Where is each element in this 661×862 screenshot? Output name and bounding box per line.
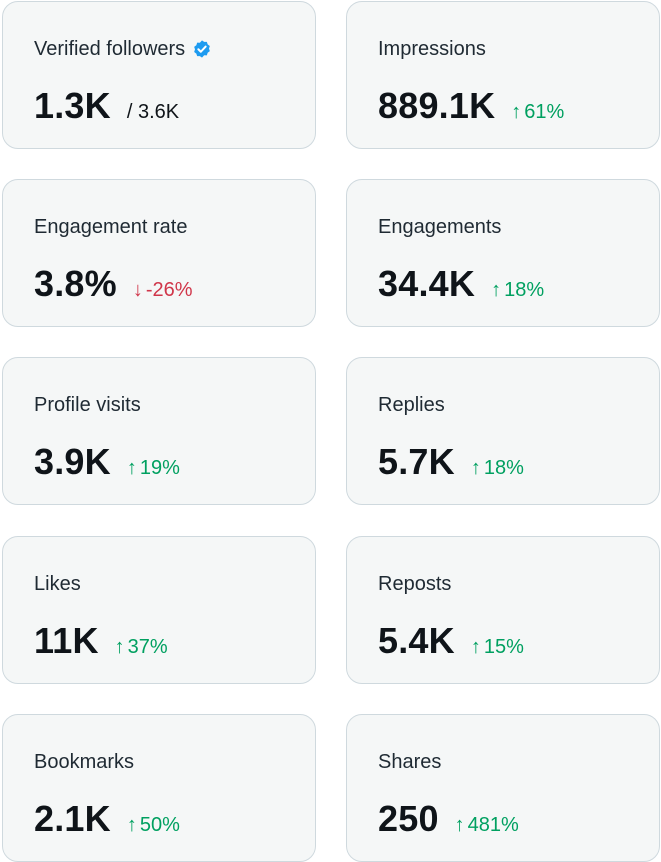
metric-change: ↑ 18% (471, 457, 524, 480)
arrow-up-icon: ↑ (470, 636, 481, 658)
card-verified-followers[interactable]: Verified followers 1.3K / 3.6K (2, 1, 316, 149)
metric-value: 889.1K (378, 85, 496, 126)
card-profile-visits[interactable]: Profile visits 3.9K ↑ 19% (2, 357, 316, 505)
change-value: 481% (467, 814, 519, 836)
metric-value: 250 (378, 798, 439, 839)
arrow-up-icon: ↑ (126, 814, 137, 836)
metric-value-row: 889.1K ↑ 61% (378, 84, 564, 128)
change-value: 37% (127, 636, 168, 658)
metric-label: Engagements (378, 216, 502, 238)
metric-value: 3.9K (34, 441, 111, 482)
metric-label: Likes (34, 573, 81, 595)
metric-value-row: 3.9K ↑ 19% (34, 440, 180, 484)
change-value: 19% (139, 457, 180, 479)
metric-label: Replies (378, 394, 445, 416)
change-value: 15% (483, 636, 524, 658)
card-replies[interactable]: Replies 5.7K ↑ 18% (346, 357, 660, 505)
metric-label-text: Verified followers (34, 38, 186, 60)
metric-label: Verified followers (34, 37, 212, 61)
metric-value-row: 3.8% ↓ -26% (34, 262, 193, 306)
metric-value-row: 1.3K / 3.6K (34, 84, 179, 128)
metric-change: ↑ 19% (127, 457, 180, 480)
arrow-up-icon: ↑ (126, 457, 137, 479)
arrow-up-icon: ↑ (454, 814, 465, 836)
metric-change: ↑ 481% (455, 814, 519, 837)
change-value: 18% (504, 279, 545, 301)
arrow-up-icon: ↑ (114, 636, 125, 658)
metric-value-row: 34.4K ↑ 18% (378, 262, 544, 306)
metric-change: ↓ -26% (133, 279, 193, 302)
metric-change: ↑ 37% (115, 636, 168, 659)
card-reposts[interactable]: Reposts 5.4K ↑ 15% (346, 536, 660, 684)
arrow-up-icon: ↑ (491, 279, 502, 301)
metric-change: ↑ 50% (127, 814, 180, 837)
metric-value: 5.7K (378, 441, 455, 482)
metric-value: 5.4K (378, 620, 455, 661)
arrow-up-icon: ↑ (470, 457, 481, 479)
metric-change: ↑ 15% (471, 636, 524, 659)
metric-total: / 3.6K (126, 101, 180, 123)
metric-value: 3.8% (34, 263, 117, 304)
card-engagements[interactable]: Engagements 34.4K ↑ 18% (346, 179, 660, 327)
metric-value: 2.1K (34, 798, 111, 839)
metric-value: 11K (34, 620, 99, 661)
arrow-down-icon: ↓ (132, 279, 143, 301)
metric-value-row: 11K ↑ 37% (34, 619, 168, 663)
metric-value: 1.3K (34, 85, 111, 126)
metric-value-row: 5.4K ↑ 15% (378, 619, 524, 663)
card-engagement-rate[interactable]: Engagement rate 3.8% ↓ -26% (2, 179, 316, 327)
change-value: 61% (524, 101, 565, 123)
change-value: -26% (145, 279, 193, 301)
arrow-up-icon: ↑ (511, 101, 522, 123)
change-value: 50% (139, 814, 180, 836)
metric-label: Shares (378, 751, 442, 773)
metric-value: 34.4K (378, 263, 476, 304)
metric-value-row: 250 ↑ 481% (378, 797, 519, 841)
metric-label: Profile visits (34, 394, 141, 416)
metric-label: Impressions (378, 38, 486, 60)
card-impressions[interactable]: Impressions 889.1K ↑ 61% (346, 1, 660, 149)
card-likes[interactable]: Likes 11K ↑ 37% (2, 536, 316, 684)
metric-value-row: 2.1K ↑ 50% (34, 797, 180, 841)
change-value: 18% (483, 457, 524, 479)
metric-change: ↑ 18% (491, 279, 544, 302)
metric-label: Reposts (378, 573, 452, 595)
card-bookmarks[interactable]: Bookmarks 2.1K ↑ 50% (2, 714, 316, 862)
metric-label: Engagement rate (34, 216, 188, 238)
verified-badge-icon (192, 39, 212, 59)
metric-label: Bookmarks (34, 751, 135, 773)
metric-change: ↑ 61% (511, 101, 564, 124)
card-shares[interactable]: Shares 250 ↑ 481% (346, 714, 660, 862)
metric-value-row: 5.7K ↑ 18% (378, 440, 524, 484)
